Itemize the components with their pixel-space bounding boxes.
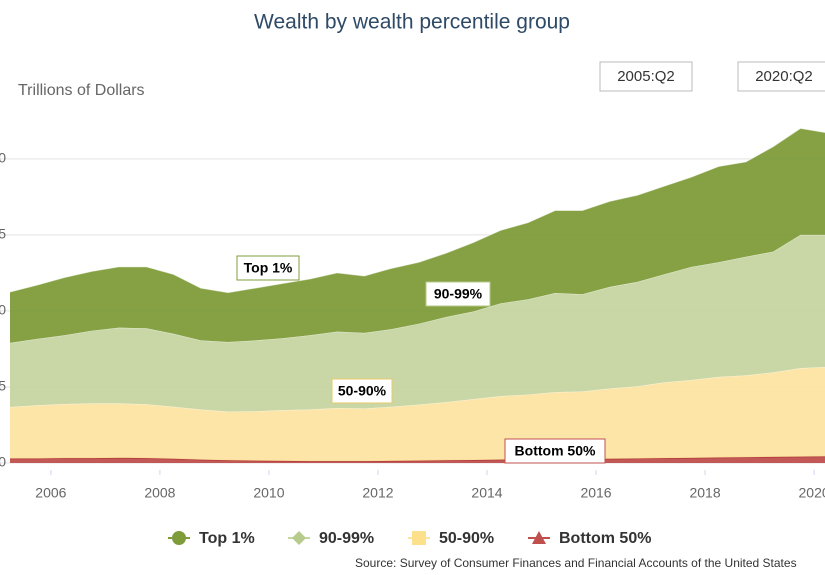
- range-start[interactable]: 2005:Q2: [617, 68, 675, 85]
- area: [10, 128, 825, 343]
- area-edge: [9, 127, 825, 294]
- range-end[interactable]: 2020:Q2: [755, 68, 813, 85]
- x-tick-label: 2006: [35, 485, 66, 501]
- area: [10, 456, 825, 463]
- range-start-box[interactable]: [599, 61, 693, 92]
- area: [10, 367, 825, 462]
- annotation: 50-90%: [338, 383, 387, 399]
- annotation-box: [425, 281, 491, 307]
- y-tick-label: 75: [0, 226, 6, 242]
- annotation: Top 1%: [244, 260, 293, 276]
- x-tick-label: 2008: [144, 485, 175, 501]
- legend-symbol: [532, 531, 546, 544]
- annotation-box: [236, 255, 300, 281]
- area: [10, 234, 825, 412]
- y-tick-label: 50: [0, 302, 6, 318]
- annotation-box: [504, 438, 606, 464]
- y-axis-label: Trillions of Dollars: [18, 82, 145, 99]
- x-tick-label: 2010: [253, 485, 284, 501]
- y-tick-label: 100: [0, 150, 6, 166]
- range-end-box[interactable]: [737, 61, 825, 92]
- legend-symbol: [172, 531, 186, 545]
- legend-label: 90-99%: [319, 530, 374, 547]
- y-tick-label: 0: [0, 454, 6, 470]
- chart-title: Wealth by wealth percentile group: [254, 11, 570, 34]
- source: Source: Survey of Consumer Finances and …: [355, 556, 797, 570]
- legend-symbol: [292, 531, 306, 545]
- annotation: Bottom 50%: [515, 443, 596, 459]
- legend-label: Top 1%: [199, 530, 255, 547]
- legend-label: 50-90%: [439, 530, 494, 547]
- legend-symbol: [412, 531, 426, 545]
- x-tick-label: 2018: [689, 485, 720, 501]
- plot-area: [9, 127, 825, 463]
- range-selector[interactable]: 2005:Q2 2020:Q2: [599, 61, 825, 92]
- annotation: 90-99%: [434, 286, 483, 302]
- legend-label: Bottom 50%: [559, 530, 651, 547]
- x-tick-label: 2020: [799, 485, 825, 501]
- x-tick-label: 2012: [362, 485, 393, 501]
- x-tick-label: 2016: [580, 485, 611, 501]
- annotation-box: [331, 378, 393, 404]
- x-tick-label: 2014: [471, 485, 502, 501]
- y-tick-label: 25: [0, 378, 6, 394]
